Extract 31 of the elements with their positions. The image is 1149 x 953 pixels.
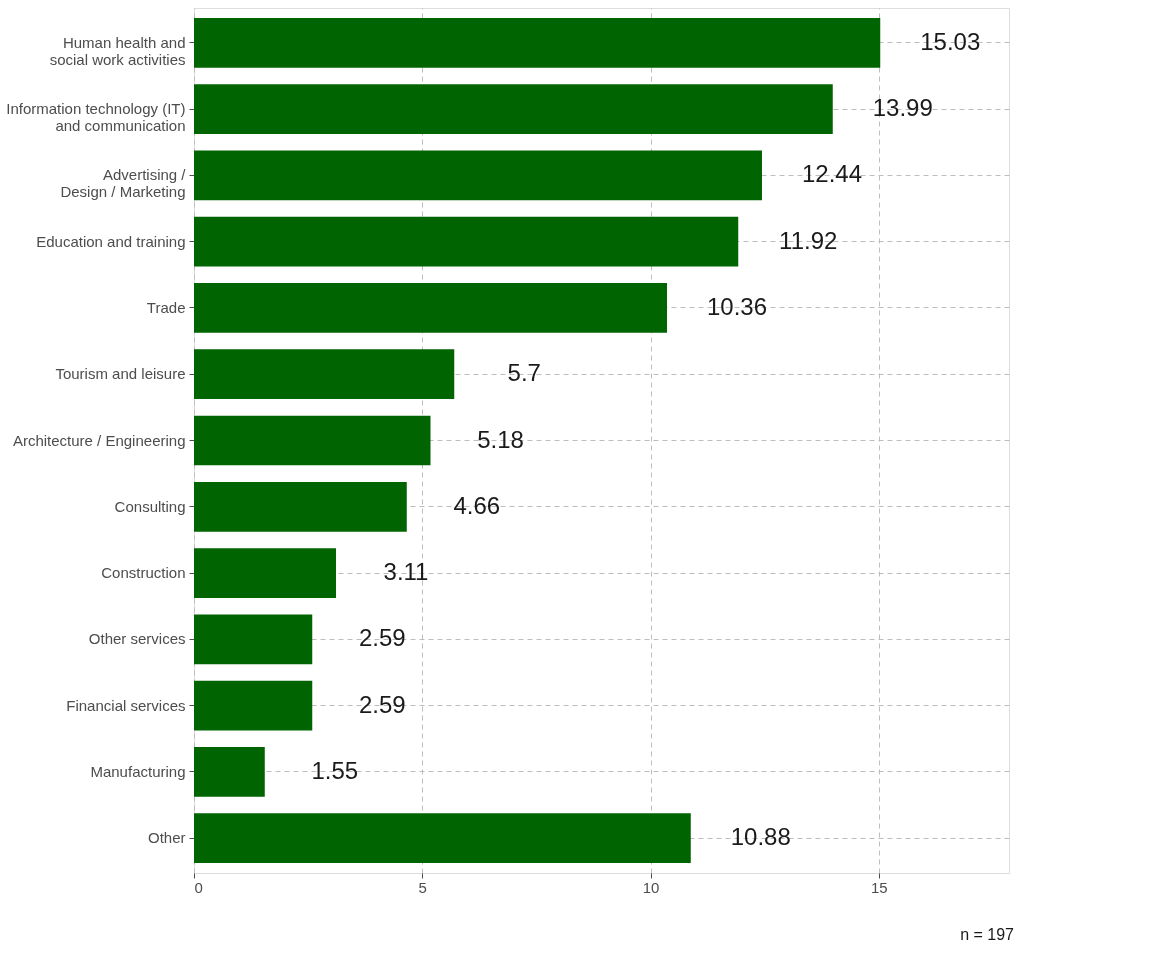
y-tick-label: Manufacturing <box>90 762 186 780</box>
data-label: 2.59 <box>358 690 406 718</box>
x-tick-label: 0 <box>194 878 203 896</box>
text: n = 197 <box>960 926 1015 943</box>
y-tick-label: Consulting <box>114 497 186 515</box>
data-label: 3.11 <box>383 558 429 586</box>
y-tick-label: Information technology (IT) and communication <box>6 100 186 135</box>
x-tick-label: 10 <box>642 878 660 896</box>
data-label: 11.92 <box>779 226 838 254</box>
data-label: 1.55 <box>311 756 359 784</box>
y-tick-label: Tourism and leisure <box>55 365 186 383</box>
data-label: 5.7 <box>507 359 541 387</box>
y-tick-label: Advertising / Design / Marketing <box>60 166 187 201</box>
y-tick-label: Trade <box>146 298 186 316</box>
data-label: 5.18 <box>477 425 524 453</box>
data-label: 10.88 <box>730 823 791 851</box>
x-tick-label: 5 <box>418 878 427 896</box>
data-label: 4.66 <box>453 491 501 519</box>
data-label: 13.99 <box>872 94 933 122</box>
data-label: 15.03 <box>920 27 981 55</box>
y-tick-label: Construction <box>101 564 186 582</box>
y-tick-label: Human health and social work activities <box>49 33 186 68</box>
y-tick-label: Other <box>147 829 186 847</box>
data-label: 2.59 <box>358 624 406 652</box>
y-tick-label: Financial services <box>66 696 186 714</box>
data-label: 12.44 <box>801 160 863 188</box>
y-tick-label: Other services <box>88 630 186 648</box>
y-tick-label: Architecture / Engineering <box>12 431 186 449</box>
x-tick-label: 15 <box>871 878 888 896</box>
data-label: 10.36 <box>706 292 768 320</box>
y-tick-label: Education and training <box>36 232 186 250</box>
